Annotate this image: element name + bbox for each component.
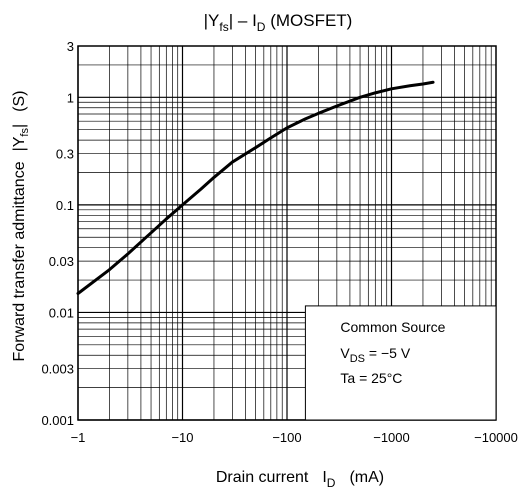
annotation-line-1: Common Source: [340, 319, 445, 335]
y-tick-label: 0.1: [56, 198, 74, 213]
x-tick-label: −10: [171, 430, 193, 445]
y-tick-label: 0.01: [49, 305, 74, 320]
y-tick-label: 0.003: [41, 362, 74, 377]
x-tick-label: −1: [71, 430, 86, 445]
annotation-box: Common Source VDS = −5 V Ta = 25°C: [304, 305, 497, 421]
y-axis-label: Forward transfer admittance|Yfs|(S): [11, 91, 31, 362]
chart-title: |Yfs| – ID (MOSFET): [204, 11, 353, 34]
x-tick-label: −100: [272, 430, 301, 445]
y-tick-label: 3: [67, 39, 74, 54]
y-tick-label: 1: [67, 90, 74, 105]
plot-border: [77, 45, 497, 421]
tick-labels: −1 −10 −100 −1000 −10000 0.001 0.003 0.01 0.03 0.…: [41, 39, 517, 445]
series-line: [76, 80, 435, 295]
annotation-background: [304, 305, 497, 421]
y-tick-label: 0.3: [56, 147, 74, 162]
y-tick-label: 0.001: [41, 413, 74, 428]
y-tick-label: 0.03: [49, 254, 74, 269]
x-tick-label: −10000: [474, 430, 518, 445]
series: [76, 80, 435, 295]
annotation-line-3: Ta = 25°C: [340, 370, 402, 386]
annotation-line-2: VDS = −5 V: [340, 345, 410, 365]
x-tick-label: −1000: [373, 430, 410, 445]
plot-frame: [77, 45, 497, 421]
x-axis-label: Drain current ID (mA): [216, 469, 384, 490]
